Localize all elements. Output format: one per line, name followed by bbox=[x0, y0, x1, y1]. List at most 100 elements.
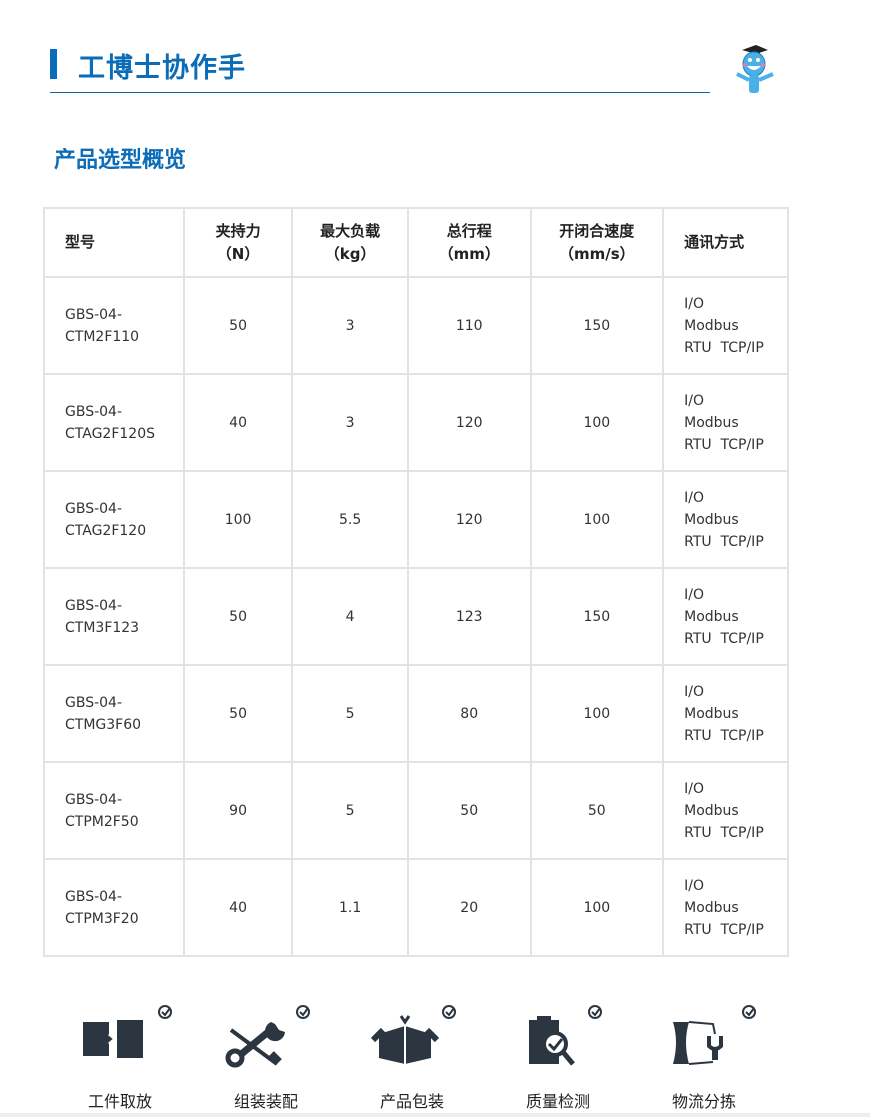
divider bbox=[50, 92, 710, 93]
comm-text: RTU TCP/IP bbox=[684, 824, 764, 841]
comm-text: I/O bbox=[684, 780, 704, 797]
table-row: GBS-04- CTAG2F120S 40 3 120 100 I/O Modbus RTU T… bbox=[43, 373, 789, 472]
header-text: 型号 bbox=[65, 233, 96, 251]
comm-text: Modbus bbox=[684, 899, 739, 916]
model-text: CTPM3F20 bbox=[65, 910, 139, 927]
header-text: 夹持力 bbox=[215, 221, 261, 240]
title-accent-bar bbox=[50, 49, 57, 79]
value-cell: 3 bbox=[291, 373, 409, 472]
value-cell: 50 bbox=[529, 761, 665, 860]
application-item: 产品包装 bbox=[352, 1000, 472, 1111]
model-cell: GBS-04- CTAG2F120 bbox=[43, 470, 185, 569]
header-text: 通讯方式 bbox=[684, 233, 745, 251]
model-cell: GBS-04- CTMG3F60 bbox=[43, 664, 185, 763]
comm-text: RTU TCP/IP bbox=[684, 339, 764, 356]
mascot-logo bbox=[736, 45, 774, 93]
model-text: CTM2F110 bbox=[65, 328, 140, 345]
comm-text: Modbus bbox=[684, 317, 739, 334]
header-text: 最大负载 bbox=[320, 221, 381, 240]
column-header: 夹持力 （N） bbox=[182, 207, 294, 278]
application-item: 工件取放 bbox=[60, 1000, 180, 1111]
value-cell: 5 bbox=[291, 761, 409, 860]
application-label: 组装装配 bbox=[233, 1092, 298, 1111]
value-cell: 50 bbox=[182, 276, 294, 375]
comm-cell: I/O Modbus RTU TCP/IP bbox=[662, 858, 789, 957]
value-cell: 100 bbox=[529, 470, 665, 569]
model-text: CTPM2F50 bbox=[65, 813, 139, 830]
value-cell: 50 bbox=[182, 664, 294, 763]
comm-text: I/O bbox=[684, 489, 704, 506]
section-title: 产品选型概览 bbox=[54, 148, 187, 173]
header-text: 开闭合速度 bbox=[559, 221, 635, 240]
check-circle-icon bbox=[588, 1005, 602, 1019]
applications: 工件取放 组装装配 产品包装 质量检测 物流分拣 bbox=[60, 1000, 780, 1111]
comm-text: Modbus bbox=[684, 608, 739, 625]
table-row: GBS-04- CTPM3F20 40 1.1 20 100 I/O Modbus RTU TC… bbox=[43, 858, 789, 957]
table-row: GBS-04- CTM2F110 50 3 110 150 I/O Modbus RTU TCP… bbox=[43, 276, 789, 375]
comm-cell: I/O Modbus RTU TCP/IP bbox=[662, 761, 789, 860]
value-cell: 4 bbox=[291, 567, 409, 666]
comm-text: I/O bbox=[684, 392, 704, 409]
header-text: 总行程 bbox=[446, 221, 492, 240]
table-row: GBS-04- CTPM2F50 90 5 50 50 I/O Modbus RTU TCP/I… bbox=[43, 761, 789, 860]
header-text: （mm） bbox=[438, 244, 500, 263]
value-cell: 100 bbox=[529, 858, 665, 957]
application-label: 产品包装 bbox=[379, 1092, 444, 1111]
comm-text: Modbus bbox=[684, 511, 739, 528]
header-text: （N） bbox=[216, 244, 260, 263]
model-text: CTMG3F60 bbox=[65, 716, 142, 733]
model-text: GBS-04- bbox=[65, 403, 123, 420]
check-circle-icon bbox=[158, 1005, 172, 1019]
application-label: 质量检测 bbox=[525, 1092, 590, 1111]
value-cell: 100 bbox=[182, 470, 294, 569]
model-text: GBS-04- bbox=[65, 500, 123, 517]
comm-text: I/O bbox=[684, 683, 704, 700]
model-text: GBS-04- bbox=[65, 694, 123, 711]
value-cell: 80 bbox=[406, 664, 532, 763]
comm-text: I/O bbox=[684, 877, 704, 894]
check-circle-icon bbox=[442, 1005, 456, 1019]
box-icon bbox=[370, 1005, 456, 1064]
model-text: GBS-04- bbox=[65, 306, 123, 323]
value-cell: 90 bbox=[182, 761, 294, 860]
header-text: （kg） bbox=[324, 244, 376, 263]
model-text: CTAG2F120 bbox=[65, 522, 147, 539]
check-circle-icon bbox=[742, 1005, 756, 1019]
comm-text: RTU TCP/IP bbox=[684, 921, 764, 938]
application-label: 工件取放 bbox=[87, 1092, 152, 1111]
column-header: 通讯方式 bbox=[662, 207, 789, 278]
comm-text: RTU TCP/IP bbox=[684, 630, 764, 647]
value-cell: 5.5 bbox=[291, 470, 409, 569]
brand-title: 工博士协作手 bbox=[78, 53, 246, 84]
value-cell: 1.1 bbox=[291, 858, 409, 957]
comm-text: RTU TCP/IP bbox=[684, 436, 764, 453]
application-item: 质量检测 bbox=[498, 1000, 618, 1111]
value-cell: 40 bbox=[182, 373, 294, 472]
column-header: 开闭合速度 （mm/s） bbox=[529, 207, 665, 278]
application-item: 物流分拣 bbox=[644, 1000, 764, 1111]
column-header: 型号 bbox=[43, 207, 185, 278]
model-cell: GBS-04- CTAG2F120S bbox=[43, 373, 185, 472]
model-text: CTAG2F120S bbox=[65, 425, 155, 442]
column-header: 总行程 （mm） bbox=[406, 207, 532, 278]
header-text: （mm/s） bbox=[558, 244, 635, 263]
comm-text: RTU TCP/IP bbox=[684, 727, 764, 744]
comm-cell: I/O Modbus RTU TCP/IP bbox=[662, 373, 789, 472]
value-cell: 150 bbox=[529, 567, 665, 666]
value-cell: 5 bbox=[291, 664, 409, 763]
application-label: 物流分拣 bbox=[671, 1092, 736, 1111]
model-text: GBS-04- bbox=[65, 597, 123, 614]
value-cell: 100 bbox=[529, 373, 665, 472]
sorting-icon bbox=[673, 1005, 756, 1065]
pick-place-icon bbox=[83, 1005, 172, 1058]
comm-text: Modbus bbox=[684, 705, 739, 722]
value-cell: 110 bbox=[406, 276, 532, 375]
table-row: GBS-04- CTAG2F120 100 5.5 120 100 I/O Modbus RTU… bbox=[43, 470, 789, 569]
comm-text: Modbus bbox=[684, 414, 739, 431]
value-cell: 120 bbox=[406, 470, 532, 569]
comm-cell: I/O Modbus RTU TCP/IP bbox=[662, 470, 789, 569]
check-circle-icon bbox=[296, 1005, 310, 1019]
model-cell: GBS-04- CTPM3F20 bbox=[43, 858, 185, 957]
value-cell: 150 bbox=[529, 276, 665, 375]
model-cell: GBS-04- CTM3F123 bbox=[43, 567, 185, 666]
